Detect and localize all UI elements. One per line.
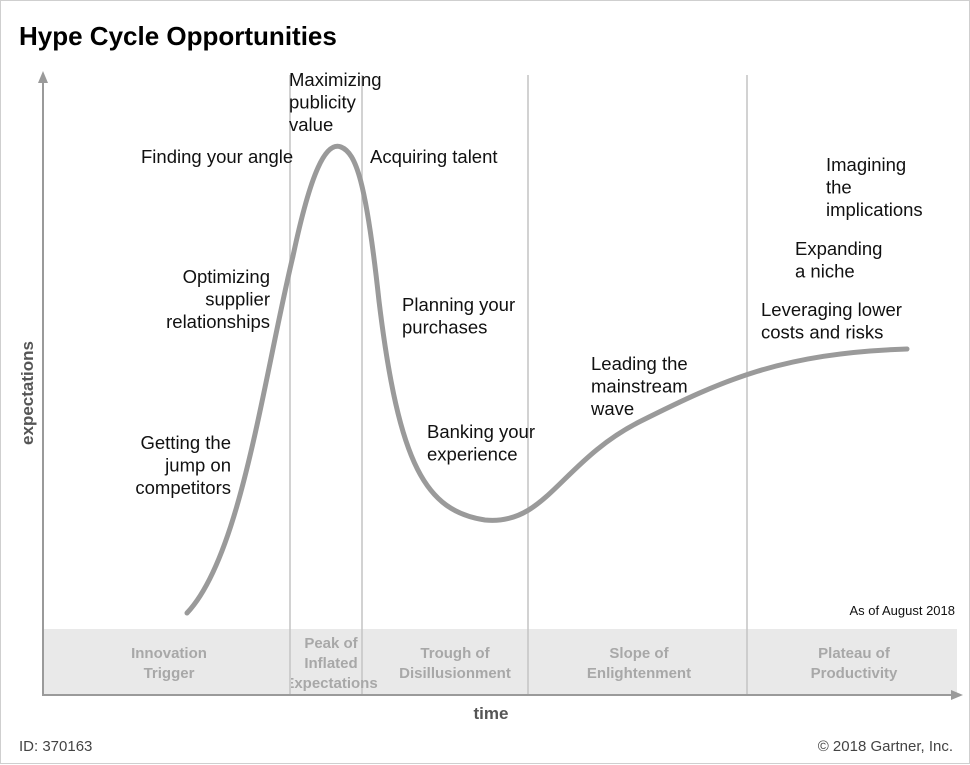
- annotation-getting-jump-line: Getting the: [140, 432, 231, 453]
- annotation-expanding-niche-line: Expanding: [795, 238, 882, 259]
- hype-curve-line: [184, 143, 910, 616]
- curve-annotations: Maximizing publicity value Finding your ang…: [135, 69, 922, 498]
- annotation-acquiring-talent: Acquiring talent: [370, 146, 498, 167]
- as-of-date: As of August 2018: [849, 603, 955, 618]
- annotation-expanding-niche-line: a niche: [795, 261, 855, 282]
- figure-id: ID: 370163: [19, 738, 92, 755]
- annotation-optimizing-supplier-line: relationships: [166, 311, 270, 332]
- phase-label-peak-line: Expectations: [284, 675, 377, 692]
- y-axis-arrow-icon: [38, 71, 48, 83]
- phase-label-innovation-trigger-line: Trigger: [144, 665, 195, 682]
- annotation-leading-mainstream-line: wave: [590, 398, 634, 419]
- annotation-finding-angle: Finding your angle: [141, 146, 293, 167]
- annotation-optimizing-supplier: Optimizing supplier relationships: [166, 266, 270, 332]
- annotation-maximizing-publicity-line: Maximizing: [289, 69, 382, 90]
- phase-label-slope-line: Enlightenment: [587, 665, 691, 682]
- phase-label-peak: Peak of Inflated Expectations: [284, 635, 377, 692]
- annotation-imagining-implications: Imagining the implications: [826, 154, 923, 220]
- y-axis-title: expectations: [18, 341, 37, 445]
- phase-band: [43, 629, 957, 695]
- annotation-leveraging-costs-line: costs and risks: [761, 322, 883, 343]
- x-axis-arrow-icon: [951, 690, 963, 700]
- annotation-leading-mainstream-line: Leading the: [591, 353, 688, 374]
- phase-label-plateau: Plateau of Productivity: [811, 645, 898, 682]
- phase-label-peak-line: Inflated: [304, 655, 357, 672]
- x-axis-title: time: [474, 704, 509, 723]
- annotation-maximizing-publicity-line: value: [289, 114, 333, 135]
- phase-label-slope: Slope of Enlightenment: [587, 645, 691, 682]
- phase-label-peak-line: Peak of: [304, 635, 358, 652]
- annotation-acquiring-talent-line: Acquiring talent: [370, 146, 498, 167]
- phase-label-plateau-line: Productivity: [811, 665, 898, 682]
- annotation-banking-experience: Banking your experience: [427, 421, 535, 465]
- annotation-planning-purchases: Planning your purchases: [402, 294, 515, 338]
- axes: [38, 71, 963, 700]
- annotation-expanding-niche: Expanding a niche: [795, 238, 882, 282]
- annotation-finding-angle-line: Finding your angle: [141, 146, 293, 167]
- annotation-planning-purchases-line: purchases: [402, 317, 487, 338]
- copyright-notice: © 2018 Gartner, Inc.: [818, 738, 953, 755]
- annotation-banking-experience-line: Banking your: [427, 421, 535, 442]
- phase-label-plateau-line: Plateau of: [818, 645, 891, 662]
- annotation-getting-jump-line: competitors: [135, 477, 231, 498]
- annotation-imagining-implications-line: implications: [826, 199, 923, 220]
- phase-label-slope-line: Slope of: [609, 645, 669, 662]
- annotation-getting-jump-line: jump on: [164, 455, 231, 476]
- phase-label-trough: Trough of Disillusionment: [399, 645, 511, 682]
- phase-label-trough-line: Trough of: [420, 645, 490, 662]
- annotation-planning-purchases-line: Planning your: [402, 294, 515, 315]
- annotation-imagining-implications-line: Imagining: [826, 154, 906, 175]
- annotation-leading-mainstream-line: mainstream: [591, 376, 688, 397]
- phase-labels: Innovation Trigger Peak of Inflated Expectat…: [131, 635, 898, 692]
- phase-label-innovation-trigger: Innovation Trigger: [131, 645, 207, 682]
- phase-label-innovation-trigger-line: Innovation: [131, 645, 207, 662]
- annotation-leveraging-costs: Leveraging lower costs and risks: [761, 299, 902, 343]
- annotation-imagining-implications-line: the: [826, 177, 852, 198]
- annotation-banking-experience-line: experience: [427, 444, 518, 465]
- annotation-optimizing-supplier-line: supplier: [205, 289, 270, 310]
- annotation-leading-mainstream: Leading the mainstream wave: [590, 353, 688, 419]
- annotation-optimizing-supplier-line: Optimizing: [183, 266, 270, 287]
- annotation-getting-jump: Getting the jump on competitors: [135, 432, 231, 498]
- annotation-maximizing-publicity-line: publicity: [289, 92, 357, 113]
- figure-title: Hype Cycle Opportunities: [19, 21, 337, 51]
- annotation-maximizing-publicity: Maximizing publicity value: [289, 69, 382, 135]
- annotation-leveraging-costs-line: Leveraging lower: [761, 299, 902, 320]
- phase-label-trough-line: Disillusionment: [399, 665, 511, 682]
